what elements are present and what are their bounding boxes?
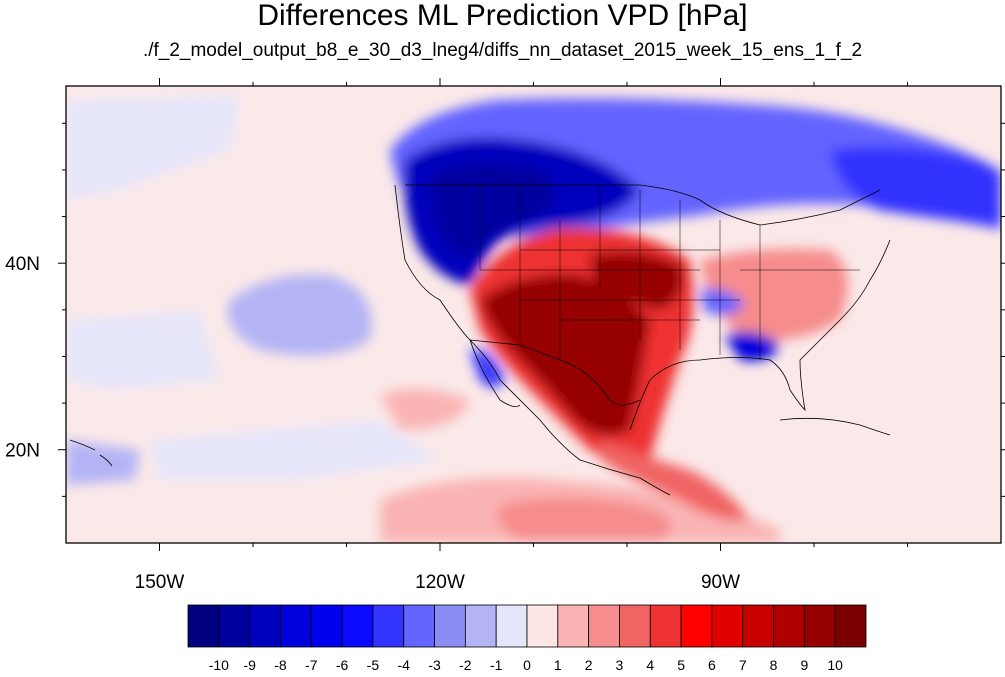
colorbar-boxes xyxy=(187,604,867,648)
colorbar-box xyxy=(649,604,682,648)
field-mexico-red-tail xyxy=(600,440,750,521)
cuba xyxy=(779,417,891,436)
field-pacific-blue-patch xyxy=(228,274,372,356)
field-northeast-blue xyxy=(830,146,1001,225)
field-pacific-light-blue-3 xyxy=(150,420,440,480)
colorbar-label: -8 xyxy=(274,657,287,672)
colorbar-label: -2 xyxy=(459,657,472,672)
state-lines xyxy=(479,185,860,360)
field-pacific-pink xyxy=(380,388,470,430)
map-title: Differences ML Prediction VPD [hPa] xyxy=(257,0,748,32)
colorbar-label: -7 xyxy=(305,657,318,672)
colorbar-box xyxy=(680,604,713,648)
colorbar-label: -5 xyxy=(367,657,380,672)
field-southeast-pink xyxy=(700,248,848,341)
colorbar-label: 0 xyxy=(523,657,531,672)
west-coastline xyxy=(394,184,671,496)
colorbar-box xyxy=(742,604,774,648)
field-plains-dark-red xyxy=(590,251,683,310)
colorbar-box xyxy=(372,604,405,648)
colorbar-label: 4 xyxy=(646,657,654,672)
colorbar-label: 5 xyxy=(677,657,685,672)
lat-label: 20N xyxy=(5,441,40,462)
field-pacific-light-blue-2 xyxy=(66,310,220,390)
colorbar-label: -3 xyxy=(428,657,441,672)
field-baja-blue xyxy=(470,349,505,388)
map-field xyxy=(66,86,1001,543)
colorbar-box xyxy=(434,604,466,648)
colorbar-label: -6 xyxy=(336,657,349,672)
lon-label: 120W xyxy=(415,572,465,593)
us-mexico-border xyxy=(469,339,641,406)
colorbar-box xyxy=(588,604,620,648)
colorbar-box xyxy=(495,604,528,648)
colorbar-box xyxy=(280,604,312,648)
colorbar-box xyxy=(773,604,805,648)
colorbar-label: 10 xyxy=(827,657,843,672)
gulf-coastline xyxy=(629,239,891,431)
colorbar-box xyxy=(464,604,497,648)
colorbar-box xyxy=(803,604,836,648)
baja-peninsula xyxy=(469,339,521,408)
colorbar-box xyxy=(526,604,559,648)
colorbar-label: -1 xyxy=(490,657,503,672)
colorbar-label: -9 xyxy=(243,657,256,672)
colorbar-box xyxy=(218,604,251,648)
colorbar-label: 6 xyxy=(708,657,716,672)
coastlines xyxy=(69,184,891,496)
colorbar-label: -4 xyxy=(398,657,411,672)
lat-label: 40N xyxy=(5,254,40,275)
axis-labels: 150W 120W 90W 40N 20N xyxy=(5,254,740,593)
colorbar-box xyxy=(187,604,220,648)
field-pacific-light-blue xyxy=(66,95,240,200)
colorbar-box xyxy=(834,604,867,648)
map-subtitle: ./f_2_model_output_b8_e_30_d3_lneg4/diff… xyxy=(142,40,863,61)
field-tropical-red xyxy=(497,497,672,540)
field-southwest-dark-red xyxy=(480,274,650,436)
colorbar-label: 3 xyxy=(616,657,624,672)
hawaii-islands xyxy=(69,439,113,467)
colorbar: -10 -9 -8 -7 -6 -5 -4 -3 -2 -1 0 1 2 3 4 5 6 7 8 9 10 xyxy=(187,604,867,673)
lon-label: 150W xyxy=(135,572,185,593)
field-hawaii-blue xyxy=(66,440,140,485)
field-midwest-blue xyxy=(700,289,745,315)
colorbar-labels: -10 -9 -8 -7 -6 -5 -4 -3 -2 -1 0 1 2 3 4 5 6 7 8 9 10 xyxy=(209,657,843,673)
colorbar-box xyxy=(310,604,343,648)
colorbar-label: 9 xyxy=(800,657,808,672)
axis-ticks xyxy=(58,78,1005,551)
field-northwest-core xyxy=(430,163,555,260)
colorbar-label: 2 xyxy=(585,657,593,672)
colorbar-label: 8 xyxy=(770,657,778,672)
colorbar-box xyxy=(557,604,590,648)
colorbar-label: 7 xyxy=(739,657,747,672)
colorbar-box xyxy=(249,604,281,648)
colorbar-box xyxy=(619,604,651,648)
colorbar-box xyxy=(403,604,435,648)
field-gulf-blue xyxy=(725,331,780,361)
colorbar-label: -10 xyxy=(209,657,229,672)
lon-label: 90W xyxy=(701,572,740,593)
colorbar-box xyxy=(711,604,744,648)
colorbar-label: 1 xyxy=(554,657,562,672)
colorbar-box xyxy=(341,604,374,648)
